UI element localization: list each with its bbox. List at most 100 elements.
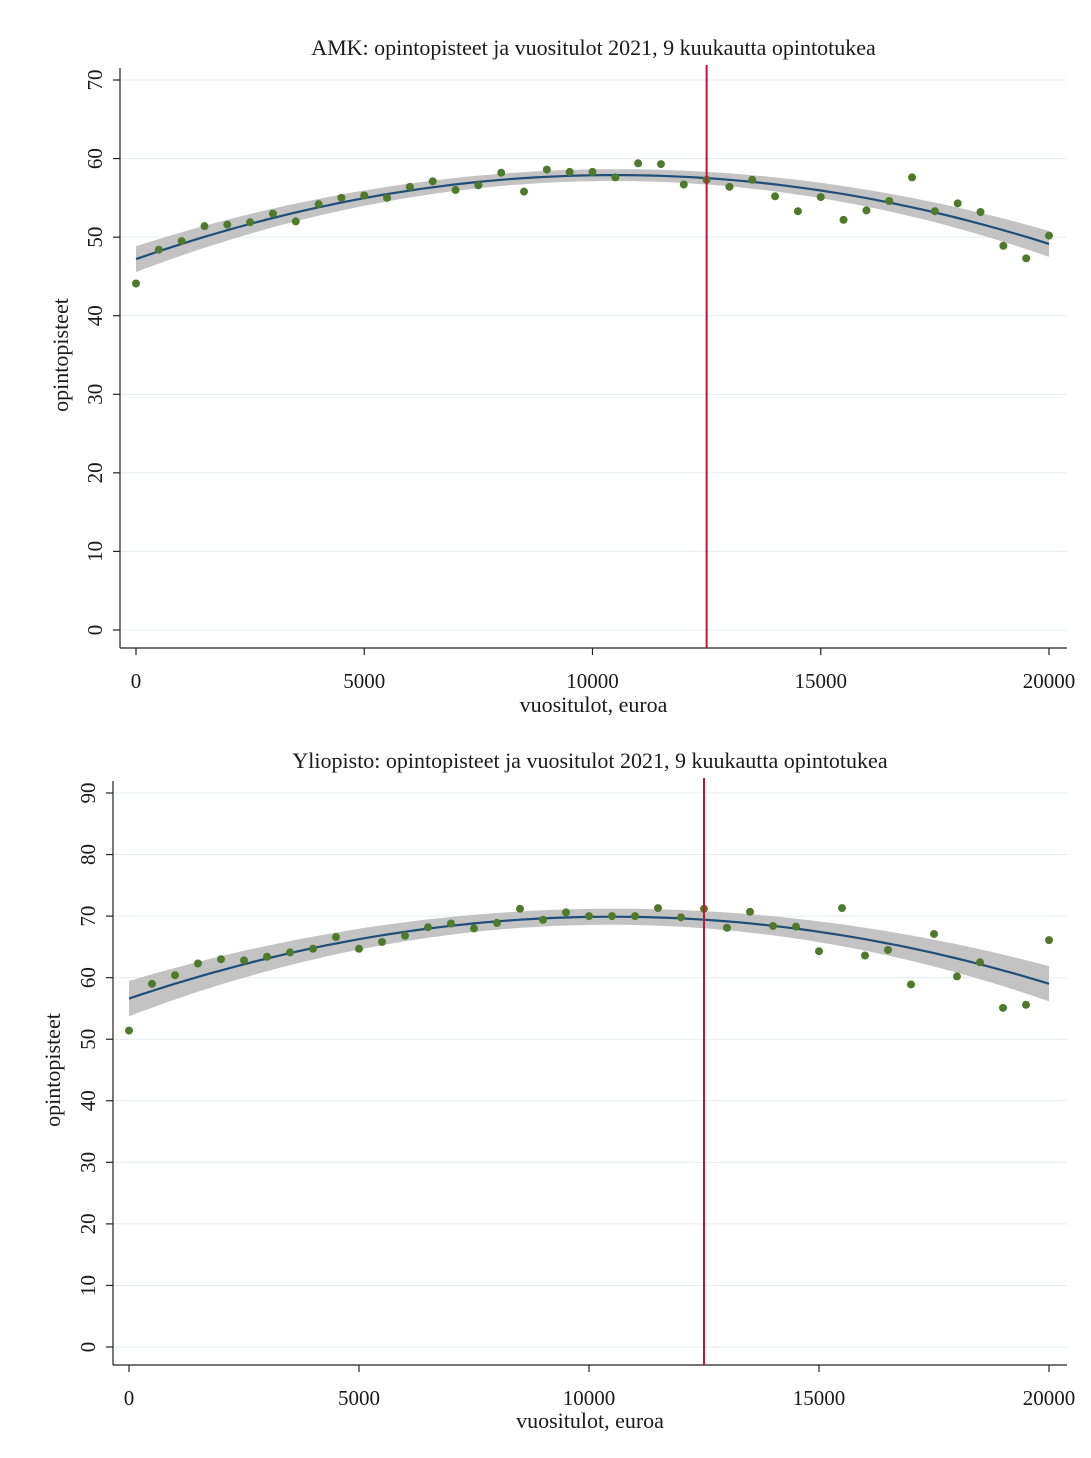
data-point — [1022, 254, 1031, 263]
data-point — [200, 222, 209, 231]
x-axis-label: vuositulot, euroa — [520, 692, 668, 717]
data-point — [148, 979, 156, 988]
data-point — [816, 193, 825, 202]
x-axis-label: vuositulot, euroa — [516, 1408, 664, 1433]
x-tick-label: 10000 — [563, 1386, 616, 1410]
data-point — [286, 948, 294, 957]
data-point — [884, 945, 892, 954]
x-tick-label: 5000 — [338, 1386, 380, 1410]
y-tick-label: 70 — [76, 906, 100, 927]
data-point — [378, 937, 386, 946]
data-point — [999, 241, 1008, 250]
data-point — [999, 1003, 1007, 1012]
data-point — [405, 182, 414, 191]
data-point — [976, 208, 985, 216]
data-point — [360, 191, 369, 200]
data-point — [588, 167, 597, 176]
x-tick-label: 10000 — [566, 669, 619, 693]
x-tick-label: 20000 — [1023, 669, 1076, 693]
data-point — [565, 167, 574, 176]
data-point — [451, 186, 460, 194]
data-point — [677, 913, 685, 922]
data-point — [907, 980, 915, 989]
data-point — [263, 952, 271, 961]
confidence-band — [129, 908, 1049, 1017]
data-point — [793, 207, 802, 216]
data-point — [424, 923, 432, 932]
data-point — [154, 245, 163, 254]
data-point — [654, 904, 662, 913]
data-point — [516, 904, 524, 913]
data-point — [608, 912, 616, 921]
data-point — [930, 929, 938, 938]
chart-panel-yliopisto: 0 10 20 30 40 50 60 70 80 90 0 5000 10000 15000 20000 Y… — [0, 720, 1091, 1458]
data-point — [976, 958, 984, 967]
x-tick-label: 20000 — [1023, 1386, 1076, 1410]
data-point — [611, 173, 620, 182]
y-tick-label: 0 — [76, 1342, 100, 1353]
data-point — [634, 159, 643, 168]
data-point — [332, 933, 340, 942]
data-point — [562, 908, 570, 917]
data-point — [861, 951, 869, 960]
data-point — [132, 279, 140, 288]
x-tick-label: 15000 — [793, 1386, 846, 1410]
data-point — [1045, 231, 1053, 240]
data-point — [497, 168, 506, 177]
data-point — [268, 209, 277, 218]
data-point — [171, 971, 179, 980]
data-point — [474, 181, 483, 190]
x-tick-label: 0 — [124, 1386, 135, 1410]
data-point — [240, 956, 248, 965]
y-tick-label: 30 — [76, 1152, 100, 1173]
data-point — [656, 160, 665, 169]
y-tick-label: 10 — [76, 1275, 100, 1296]
data-point — [725, 182, 734, 191]
data-point — [194, 959, 202, 968]
data-point — [337, 193, 346, 202]
data-point — [771, 192, 780, 201]
data-point — [177, 237, 186, 246]
data-point — [539, 915, 547, 924]
y-tick-label: 60 — [83, 148, 107, 169]
y-tick-label: 70 — [83, 70, 107, 91]
data-point — [125, 1026, 133, 1035]
data-point — [1045, 936, 1053, 945]
data-point — [291, 217, 300, 226]
y-tick-label: 0 — [83, 625, 107, 636]
data-point — [839, 215, 848, 224]
data-point — [428, 177, 437, 186]
data-point — [309, 944, 317, 953]
data-point — [314, 200, 323, 209]
data-point — [585, 912, 593, 921]
data-point — [748, 175, 757, 184]
x-tick-label: 15000 — [795, 669, 848, 693]
chart-title: AMK: opintopisteet ja vuositulot 2021, 9… — [311, 35, 876, 60]
y-tick-label: 40 — [83, 305, 107, 326]
y-tick-label: 40 — [76, 1090, 100, 1111]
y-tick-label: 30 — [83, 384, 107, 405]
chart-group: 0 10 20 30 40 50 60 70 80 90 0 5000 10000 15000 20000 Y… — [40, 748, 1075, 1433]
y-tick-label: 20 — [76, 1213, 100, 1234]
data-point — [769, 921, 777, 930]
chart-panel-amk: 0 10 20 30 40 50 60 70 0 5000 10000 15000 20000 AMK: … — [0, 0, 1091, 720]
data-point — [542, 165, 551, 174]
data-point — [355, 944, 363, 953]
y-tick-label: 60 — [76, 967, 100, 988]
data-point — [885, 197, 894, 205]
data-point — [930, 207, 939, 216]
y-tick-label: 90 — [76, 783, 100, 804]
data-point — [401, 931, 409, 940]
data-point — [862, 206, 871, 215]
data-point — [383, 193, 392, 202]
y-tick-label: 80 — [76, 844, 100, 865]
y-axis-label: opintopisteet — [48, 298, 73, 412]
chart-group: 0 10 20 30 40 50 60 70 0 5000 10000 15000 20000 AMK: … — [48, 35, 1075, 717]
data-point — [953, 972, 961, 981]
data-point — [246, 218, 255, 227]
data-point — [815, 947, 823, 956]
y-tick-label: 10 — [83, 541, 107, 562]
y-tick-label: 50 — [83, 227, 107, 248]
data-point — [1022, 1000, 1030, 1009]
y-tick-label: 50 — [76, 1029, 100, 1050]
